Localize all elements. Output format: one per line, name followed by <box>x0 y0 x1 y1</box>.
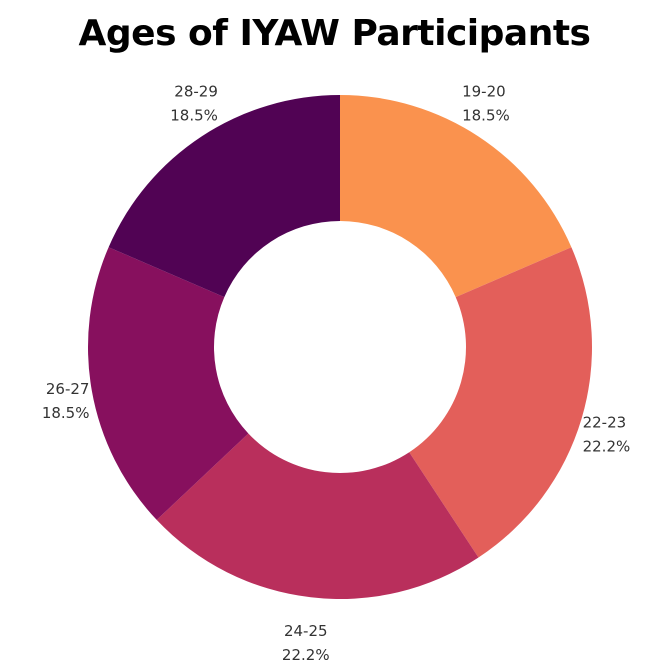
slice-labels: 19-20 18.5% 22-23 22.2% 24-25 22.2% 26-27 18.5%… <box>42 83 630 664</box>
slice-category-label: 19-20 <box>462 83 506 101</box>
slice-26-27 <box>87 247 249 520</box>
slice-19-20 <box>340 95 572 298</box>
slice-value-label: 22.2% <box>282 646 330 664</box>
donut-slices <box>87 95 592 599</box>
slice-value-label: 18.5% <box>42 404 90 422</box>
slice-value-label: 22.2% <box>583 438 631 456</box>
slice-24-25 <box>156 433 479 599</box>
slice-category-label: 26-27 <box>46 380 90 398</box>
slice-value-label: 18.5% <box>462 107 510 125</box>
slice-22-23 <box>409 247 592 558</box>
slice-category-label: 24-25 <box>284 622 328 640</box>
slice-category-label: 28-29 <box>174 83 218 101</box>
slice-category-label: 22-23 <box>583 414 627 432</box>
slice-value-label: 18.5% <box>170 107 218 125</box>
chart-title: Ages of IYAW Participants <box>78 13 591 54</box>
slice-28-29 <box>108 95 340 298</box>
